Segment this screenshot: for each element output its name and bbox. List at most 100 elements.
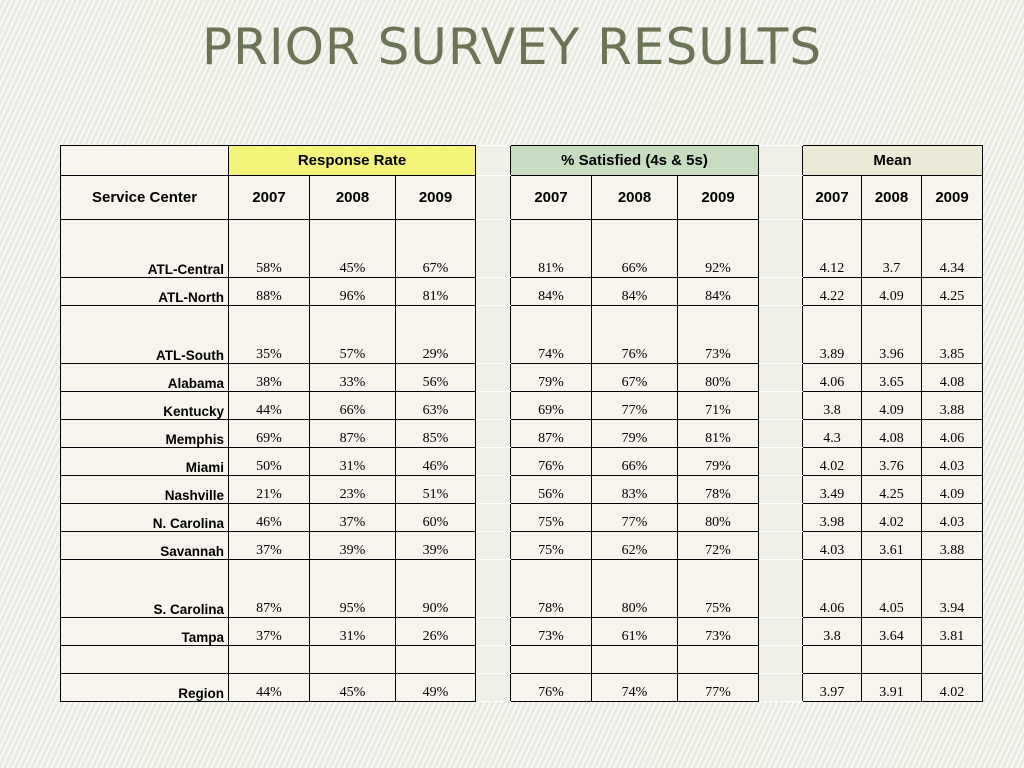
spacer-cell xyxy=(475,475,511,504)
mean-value: 3.85 xyxy=(921,305,983,364)
mean-value: 4.22 xyxy=(802,277,862,306)
mean-value: 3.81 xyxy=(921,617,983,646)
response-rate-value: 44% xyxy=(228,391,310,420)
response-rate-value: 37% xyxy=(228,531,310,560)
sat-year-2009: 2009 xyxy=(677,175,759,220)
spacer-cell xyxy=(758,219,803,278)
response-rate-value: 46% xyxy=(228,503,310,532)
mean-value: 3.89 xyxy=(802,305,862,364)
response-rate-value: 51% xyxy=(395,475,476,504)
group-header-row: Response Rate % Satisfied (4s & 5s) Mean xyxy=(60,145,983,176)
response-rate-value: 39% xyxy=(309,531,396,560)
response-rate-value: 57% xyxy=(309,305,396,364)
response-rate-value: 67% xyxy=(395,219,476,278)
mean-value: 3.96 xyxy=(861,305,922,364)
year-header-row: Service Center 2007 2008 2009 2007 2008 … xyxy=(60,175,983,220)
response-rate-value: 56% xyxy=(395,363,476,392)
satisfied-value: 81% xyxy=(510,219,592,278)
mean-value: 3.91 xyxy=(861,673,922,702)
satisfied-value: 76% xyxy=(591,305,678,364)
satisfied-value: 61% xyxy=(591,617,678,646)
service-center-name: Miami xyxy=(60,447,229,476)
service-center-name: N. Carolina xyxy=(60,503,229,532)
service-center-name: Nashville xyxy=(60,475,229,504)
response-rate-value: 69% xyxy=(228,419,310,448)
corner-cell xyxy=(60,145,229,176)
satisfied-value: 84% xyxy=(677,277,759,306)
response-rate-value: 31% xyxy=(309,447,396,476)
response-rate-value: 37% xyxy=(309,503,396,532)
response-rate-value: 87% xyxy=(309,419,396,448)
empty-cell xyxy=(861,645,922,674)
mean-value: 4.09 xyxy=(921,475,983,504)
service-center-name: ATL-South xyxy=(60,305,229,364)
spacer-cell xyxy=(758,305,803,364)
response-rate-value: 26% xyxy=(395,617,476,646)
table-row: N. Carolina 46% 37% 60% 75% 77% 80% 3.98 4.02 4.0… xyxy=(60,503,983,532)
mean-value: 4.06 xyxy=(802,559,862,618)
sat-year-2007: 2007 xyxy=(510,175,592,220)
mean-value: 4.03 xyxy=(921,447,983,476)
satisfied-value: 73% xyxy=(677,617,759,646)
satisfied-value: 72% xyxy=(677,531,759,560)
satisfied-value: 74% xyxy=(510,305,592,364)
mean-value: 4.02 xyxy=(861,503,922,532)
table-row: ATL-Central 58% 45% 67% 81% 66% 92% 4.12 3.7 4.34 xyxy=(60,219,983,278)
satisfied-header: % Satisfied (4s & 5s) xyxy=(510,145,759,176)
satisfied-value: 71% xyxy=(677,391,759,420)
spacer-cell xyxy=(758,447,803,476)
spacer-cell xyxy=(758,673,803,702)
response-rate-value: 66% xyxy=(309,391,396,420)
table-row: S. Carolina 87% 95% 90% 78% 80% 75% 4.06 4.05 3.9… xyxy=(60,559,983,618)
spacer-cell xyxy=(475,531,511,560)
spacer-cell xyxy=(475,559,511,618)
satisfied-value: 80% xyxy=(677,363,759,392)
satisfied-value: 75% xyxy=(510,503,592,532)
service-center-name: S. Carolina xyxy=(60,559,229,618)
response-rate-value: 96% xyxy=(309,277,396,306)
service-center-name: Memphis xyxy=(60,419,229,448)
service-center-name: ATL-Central xyxy=(60,219,229,278)
table-row: ATL-South 35% 57% 29% 74% 76% 73% 3.89 3.96 3.85 xyxy=(60,305,983,364)
response-rate-value: 49% xyxy=(395,673,476,702)
satisfied-value: 76% xyxy=(510,673,592,702)
empty-cell xyxy=(677,645,759,674)
empty-cell xyxy=(510,645,592,674)
service-center-name: Alabama xyxy=(60,363,229,392)
satisfied-value: 76% xyxy=(510,447,592,476)
response-rate-value: 87% xyxy=(228,559,310,618)
service-center-name: Region xyxy=(60,673,229,702)
service-center-name: Kentucky xyxy=(60,391,229,420)
spacer-cell xyxy=(758,419,803,448)
response-rate-value: 63% xyxy=(395,391,476,420)
blank-row xyxy=(60,645,983,674)
empty-cell xyxy=(60,645,229,674)
mean-value: 3.97 xyxy=(802,673,862,702)
sat-year-2008: 2008 xyxy=(591,175,678,220)
empty-cell xyxy=(228,645,310,674)
satisfied-value: 67% xyxy=(591,363,678,392)
spacer-cell xyxy=(475,503,511,532)
satisfied-value: 79% xyxy=(591,419,678,448)
rr-year-2009: 2009 xyxy=(395,175,476,220)
mean-value: 4.09 xyxy=(861,391,922,420)
spacer-cell xyxy=(758,645,803,674)
mean-value: 4.06 xyxy=(802,363,862,392)
mean-value: 4.08 xyxy=(861,419,922,448)
table-row: Miami 50% 31% 46% 76% 66% 79% 4.02 3.76 4.03 xyxy=(60,447,983,476)
spacer-cell xyxy=(475,391,511,420)
satisfied-value: 73% xyxy=(510,617,592,646)
service-center-name: Tampa xyxy=(60,617,229,646)
mean-value: 3.64 xyxy=(861,617,922,646)
satisfied-value: 87% xyxy=(510,419,592,448)
mean-value: 4.02 xyxy=(921,673,983,702)
spacer-cell xyxy=(758,145,803,176)
spacer-cell xyxy=(475,305,511,364)
mean-value: 4.25 xyxy=(921,277,983,306)
empty-cell xyxy=(921,645,983,674)
response-rate-value: 58% xyxy=(228,219,310,278)
table-row: Kentucky 44% 66% 63% 69% 77% 71% 3.8 4.09 3.88 xyxy=(60,391,983,420)
satisfied-value: 74% xyxy=(591,673,678,702)
response-rate-value: 46% xyxy=(395,447,476,476)
spacer-cell xyxy=(758,559,803,618)
